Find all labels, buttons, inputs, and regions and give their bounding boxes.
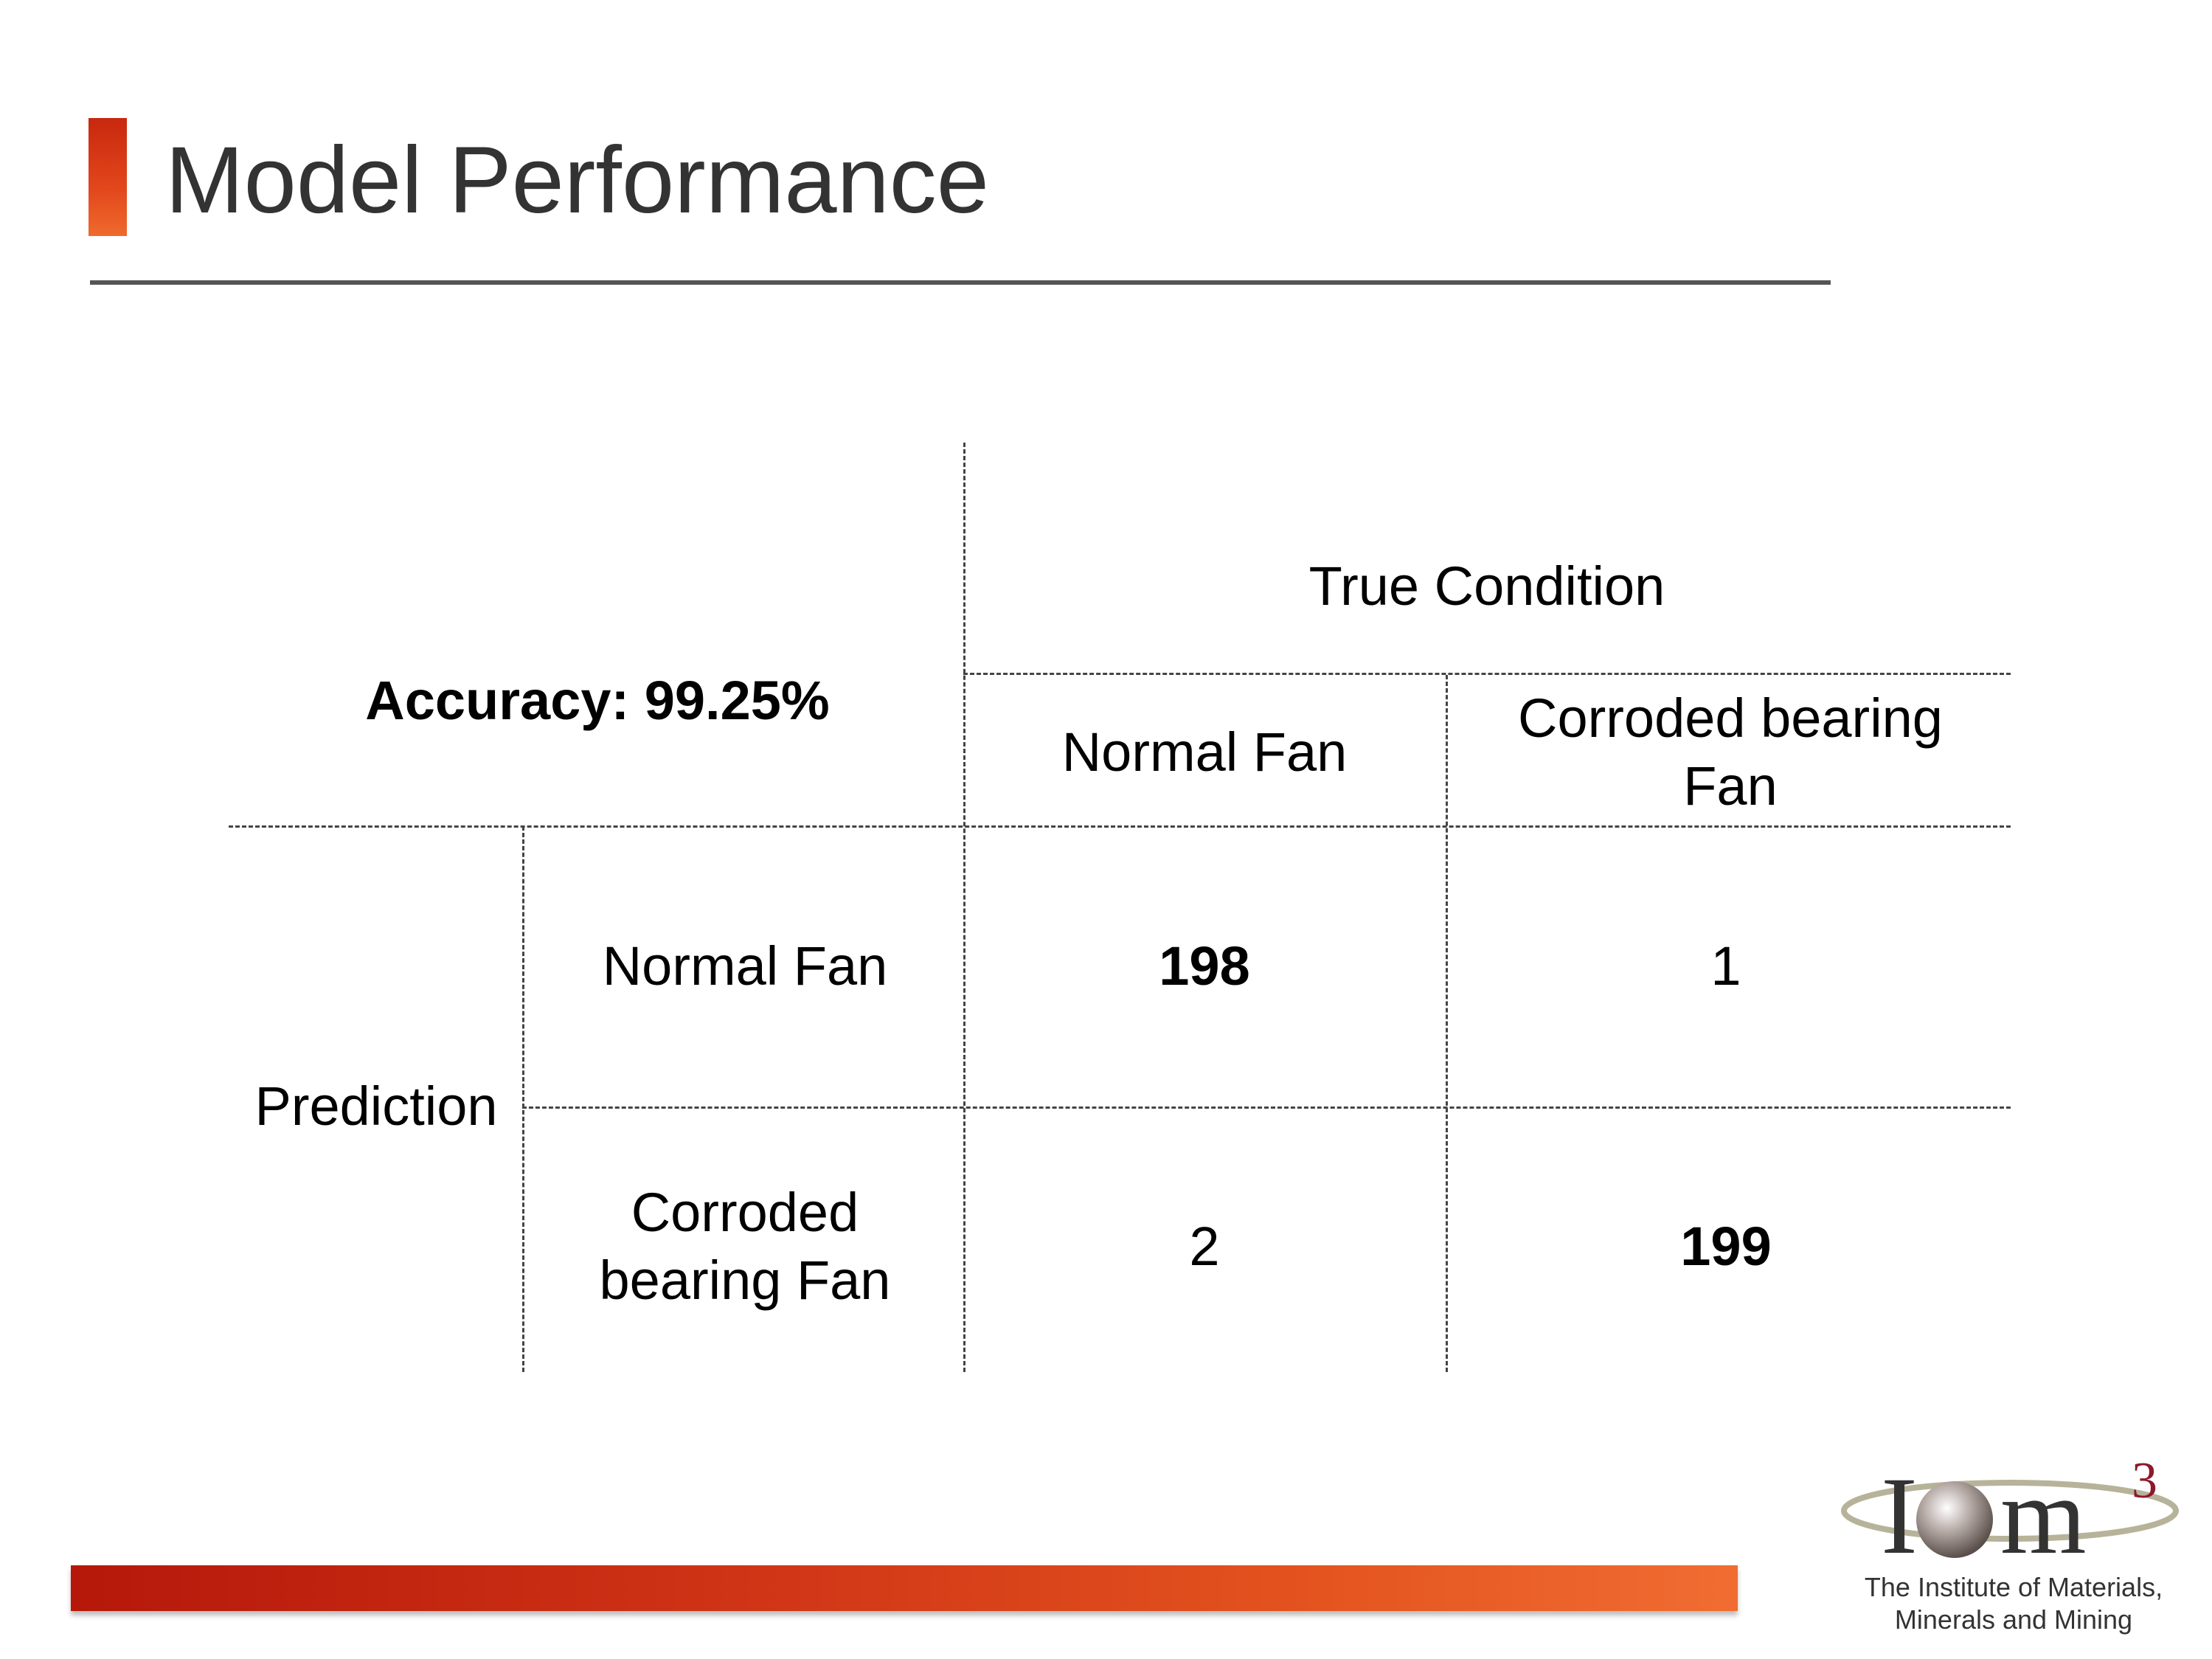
grid-line-vertical: [522, 826, 524, 1372]
grid-line-vertical: [1446, 675, 1448, 1372]
grid-line-horizontal: [229, 825, 2011, 828]
logo-line-1: The Institute of Materials,: [1864, 1572, 2163, 1602]
column-header-normal-fan: Normal Fan: [1061, 721, 1348, 783]
logo-mark-text: I: [1881, 1455, 1918, 1571]
cell-true-positive: 198: [1159, 935, 1250, 997]
cell-false-positive: 2: [1189, 1216, 1220, 1277]
grid-line-horizontal: [963, 673, 2011, 675]
row-header-corroded-bearing-fan: Corroded bearing Fan: [599, 1182, 891, 1311]
logo-line-2: Minerals and Mining: [1894, 1604, 2133, 1635]
accuracy-label: Accuracy: 99.25%: [365, 670, 830, 731]
page-title: Model Performance: [165, 128, 989, 233]
footer-accent-bar: [71, 1565, 1738, 1611]
title-divider: [90, 280, 1831, 285]
cell-true-negative: 199: [1680, 1216, 1772, 1277]
svg-text:m: m: [2000, 1455, 2087, 1571]
true-condition-header: True Condition: [1308, 555, 1665, 617]
logo-iom3: I m 3 The Institute of Materials, Minera…: [1837, 1446, 2191, 1638]
column-header-corroded-bearing-fan: Corroded bearing Fan: [1518, 688, 1943, 817]
row-header-normal-fan: Normal Fan: [602, 935, 888, 997]
logo-superscript: 3: [2132, 1452, 2157, 1509]
title-accent-bar: [89, 118, 127, 236]
prediction-header: Prediction: [254, 1076, 498, 1137]
grid-line-horizontal: [522, 1106, 2011, 1109]
grid-line-vertical: [963, 443, 965, 1372]
logo-mark-icon: I m 3: [1841, 1452, 2179, 1571]
cell-false-negative: 1: [1710, 935, 1741, 997]
